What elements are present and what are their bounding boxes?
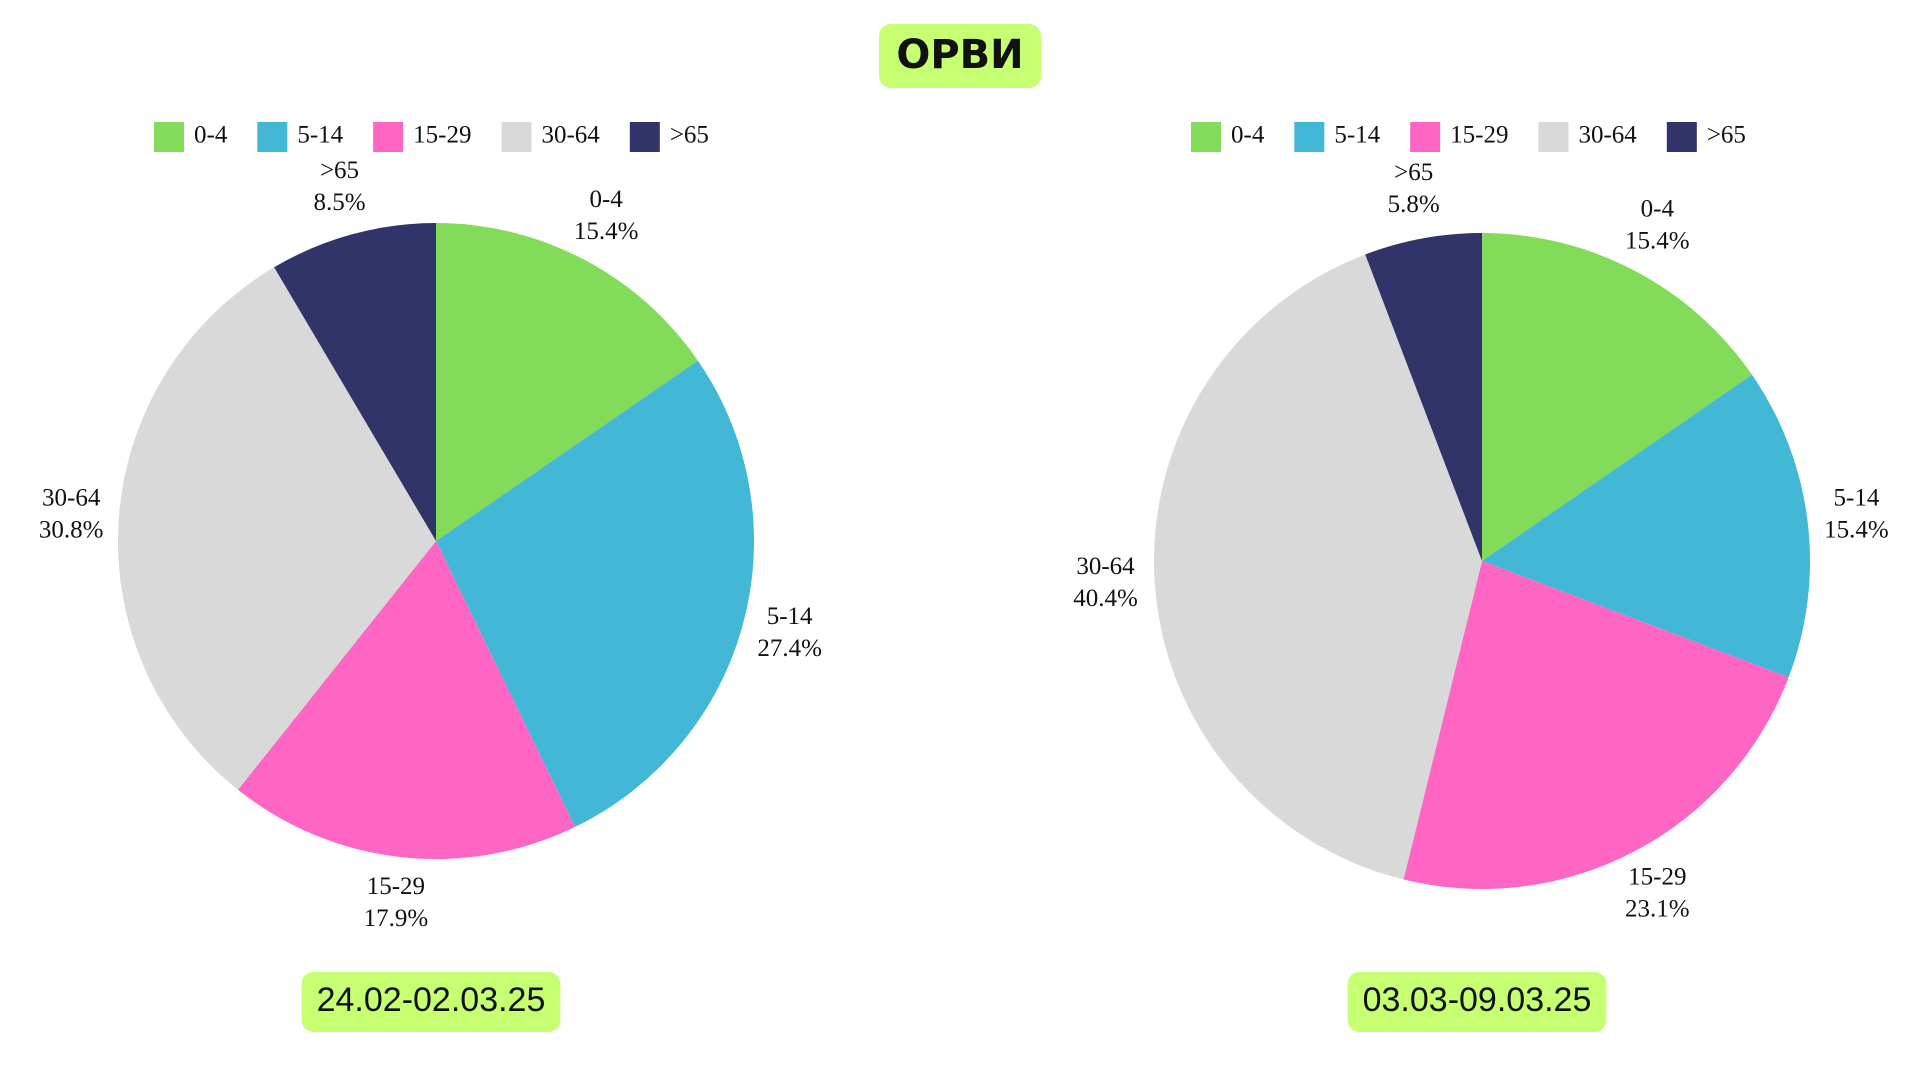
legend-swatch <box>373 122 404 152</box>
slice-label-value: 27.4% <box>757 635 822 662</box>
slice-label-name: 5-14 <box>767 603 813 630</box>
pie-slice <box>1154 254 1482 880</box>
title-box <box>879 24 1041 88</box>
slice-label-value: 8.5% <box>313 189 365 216</box>
slice-label-name: 30-64 <box>1076 553 1135 580</box>
legend-swatch <box>1191 122 1221 152</box>
legend-label: >65 <box>1707 122 1746 149</box>
slice-label-name: 0-4 <box>1641 196 1675 223</box>
slice-label-name: 0-4 <box>589 186 623 213</box>
legend-swatch <box>154 122 184 152</box>
pie-slice <box>117 267 436 790</box>
legend-swatch <box>1410 122 1441 152</box>
pie-slice <box>237 541 576 859</box>
slice-label-value: 40.4% <box>1073 585 1138 612</box>
pie-slice <box>436 223 698 541</box>
slice-label-name: >65 <box>320 157 359 184</box>
legend-swatch <box>501 122 532 152</box>
slice-label-value: 17.9% <box>364 905 429 932</box>
pie-slice <box>274 223 436 541</box>
slice-label-value: 30.8% <box>39 516 104 543</box>
slice-label-name: 5-14 <box>1834 484 1880 511</box>
page-title: ОРВИ <box>896 32 1023 78</box>
slice-label-value: 15.4% <box>1824 516 1889 543</box>
legend-label: 15-29 <box>1450 122 1508 149</box>
legend-label: 15-29 <box>413 122 471 149</box>
legend-label: 0-4 <box>1231 122 1265 149</box>
slice-label-name: 15-29 <box>367 873 425 900</box>
chart-subtitle: 03.03-09.03.25 <box>1363 981 1592 1019</box>
slice-label-name: 15-29 <box>1628 864 1686 891</box>
legend-label: 5-14 <box>1334 122 1380 149</box>
pie-slice <box>1403 561 1789 889</box>
pie-slice <box>1482 233 1752 561</box>
subtitle-box <box>1347 972 1607 1032</box>
legend-label: 30-64 <box>541 122 600 149</box>
chart-subtitle: 24.02-02.03.25 <box>317 981 546 1019</box>
legend-swatch <box>1666 122 1697 152</box>
slice-label-name: >65 <box>1394 159 1433 186</box>
legend-label: >65 <box>670 122 709 149</box>
slice-label-name: 30-64 <box>42 484 101 511</box>
slice-label-value: 15.4% <box>574 218 639 245</box>
legend-label: 0-4 <box>194 122 228 149</box>
pie-slice <box>1482 374 1810 678</box>
legend-swatch <box>629 122 660 152</box>
slice-label-value: 23.1% <box>1625 896 1690 923</box>
legend-swatch <box>1538 122 1569 152</box>
legend-swatch <box>1294 122 1325 152</box>
subtitle-box <box>301 972 561 1032</box>
slice-label-value: 5.8% <box>1388 191 1440 218</box>
legend-swatch <box>257 122 288 152</box>
legend-label: 5-14 <box>297 122 343 149</box>
slice-label-value: 15.4% <box>1625 228 1690 255</box>
pie-slice <box>436 360 754 828</box>
legend-label: 30-64 <box>1578 122 1637 149</box>
pie-slice <box>1365 233 1482 561</box>
